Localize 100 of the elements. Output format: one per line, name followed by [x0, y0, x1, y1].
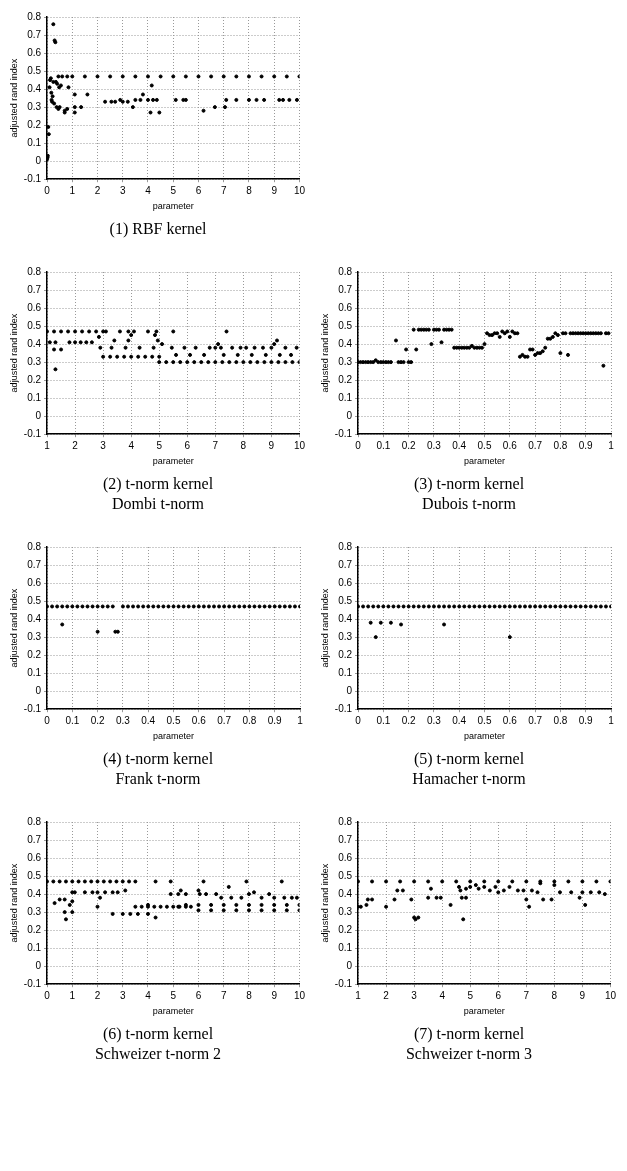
- y-tick-label: -0.1: [334, 427, 353, 439]
- y-tick-label: 0.8: [338, 540, 353, 552]
- x-tick-label: 10: [293, 184, 306, 196]
- y-tick-label: -0.1: [23, 427, 42, 439]
- x-tick-label: 0.4: [452, 714, 467, 726]
- x-tick-label: 0.5: [477, 439, 492, 451]
- x-tick-label: 0.5: [477, 714, 492, 726]
- y-tick-label: -0.1: [334, 702, 353, 714]
- y-tick-label: 0.3: [27, 905, 42, 917]
- y-tick-label: 0.7: [338, 558, 353, 570]
- y-tick-label: 0.7: [338, 833, 353, 845]
- x-tick-label: 0: [44, 184, 51, 196]
- y-tick-label: 0: [35, 154, 42, 166]
- y-tick-label: 0.7: [338, 283, 353, 295]
- y-tick-label: 0.1: [27, 391, 42, 403]
- y-tick-label: 0.6: [338, 576, 353, 588]
- y-tick-label: 0.1: [338, 391, 353, 403]
- x-tick-label: 0.9: [267, 714, 283, 726]
- y-tick-label: 0.1: [27, 666, 42, 678]
- x-tick-label: 6: [195, 184, 202, 196]
- x-tick-label: 10: [604, 989, 617, 1001]
- text: (7) t-norm kernel Schweizer t-norm 3: [404, 1024, 534, 1064]
- x-tick-label: 8: [246, 184, 253, 196]
- y-tick-label: -0.1: [23, 172, 42, 184]
- y-tick-label: 0.2: [27, 923, 42, 935]
- y-tick-label: 0.3: [27, 355, 42, 367]
- y-tick-label: 0.4: [27, 887, 42, 899]
- x-tick-label: 3: [119, 989, 126, 1001]
- y-tick-label: 0.7: [27, 28, 42, 40]
- x-tick-label: 9: [268, 439, 275, 451]
- y-tick-label: -0.1: [23, 977, 42, 989]
- x-tick-label: 7: [212, 439, 219, 451]
- x-tick-label: 4: [439, 989, 446, 1001]
- x-tick-label: 2: [383, 989, 390, 1001]
- x-tick-label: 8: [246, 989, 253, 1001]
- x-tick-label: 9: [271, 184, 278, 196]
- y-tick-label: 0: [35, 684, 42, 696]
- y-axis-title: adjusted rand index: [319, 313, 330, 393]
- x-axis-title: parameter: [152, 201, 194, 212]
- y-tick-label: 0.8: [27, 540, 42, 552]
- x-tick-label: 0: [44, 989, 51, 1001]
- y-tick-label: 0.8: [27, 815, 42, 827]
- x-tick-label: 2: [72, 439, 79, 451]
- y-tick-label: 0.2: [338, 923, 353, 935]
- x-axis-title: parameter: [152, 456, 194, 467]
- x-tick-label: 3: [100, 439, 107, 451]
- x-axis-title: parameter: [152, 1006, 194, 1017]
- y-tick-label: -0.1: [334, 977, 353, 989]
- y-tick-label: 0.5: [27, 319, 42, 331]
- y-tick-label: 0.4: [27, 82, 42, 94]
- y-axis-title: adjusted rand index: [8, 58, 19, 138]
- y-tick-label: 0.1: [27, 941, 42, 953]
- y-tick-label: -0.1: [23, 702, 42, 714]
- y-tick-label: 0: [346, 959, 353, 971]
- x-tick-label: 0.7: [217, 714, 232, 726]
- x-tick-label: 6: [495, 989, 502, 1001]
- x-tick-label: 10: [293, 989, 306, 1001]
- x-tick-label: 0.1: [376, 714, 391, 726]
- y-axis-title: adjusted rand index: [319, 588, 330, 668]
- y-tick-label: 0.1: [27, 136, 42, 148]
- x-tick-label: 4: [145, 989, 152, 1001]
- y-tick-label: 0: [346, 684, 353, 696]
- x-tick-label: 1: [69, 989, 76, 1001]
- x-tick-label: 1: [355, 989, 362, 1001]
- text: (5) t-norm kernel Hamacher t-norm: [411, 749, 527, 789]
- x-tick-label: 2: [94, 989, 101, 1001]
- y-tick-label: 0.2: [27, 648, 42, 660]
- y-tick-label: 0.7: [27, 833, 42, 845]
- y-axis-title: adjusted rand index: [8, 588, 19, 668]
- x-tick-label: 0: [355, 439, 362, 451]
- x-tick-label: 4: [145, 184, 152, 196]
- x-tick-label: 1: [297, 714, 304, 726]
- x-tick-label: 0.1: [65, 714, 80, 726]
- y-tick-label: 0.3: [27, 630, 42, 642]
- y-tick-label: 0: [346, 409, 353, 421]
- y-tick-label: 0.3: [338, 355, 353, 367]
- x-tick-label: 0.6: [502, 714, 518, 726]
- y-tick-label: 0.4: [338, 887, 353, 899]
- x-tick-label: 5: [170, 184, 177, 196]
- x-tick-label: 0.7: [528, 714, 543, 726]
- x-tick-label: 5: [156, 439, 163, 451]
- x-tick-label: 0.4: [141, 714, 156, 726]
- y-tick-label: 0: [35, 409, 42, 421]
- y-tick-label: 0.3: [27, 100, 42, 112]
- y-tick-label: 0.2: [338, 373, 353, 385]
- x-tick-label: 1: [44, 439, 51, 451]
- x-axis-title: parameter: [153, 731, 195, 742]
- x-tick-label: 0.3: [426, 714, 442, 726]
- y-tick-label: 0: [35, 959, 42, 971]
- text: (1) RBF kernel: [108, 219, 208, 239]
- x-tick-label: 0: [355, 714, 362, 726]
- x-tick-label: 5: [170, 989, 177, 1001]
- y-tick-label: 0.4: [27, 337, 42, 349]
- y-tick-label: 0.4: [27, 612, 42, 624]
- x-tick-label: 0.4: [452, 439, 467, 451]
- y-tick-label: 0.2: [338, 648, 353, 660]
- y-tick-label: 0.3: [338, 905, 353, 917]
- y-tick-label: 0.1: [338, 666, 353, 678]
- y-tick-label: 0.6: [338, 851, 353, 863]
- x-tick-label: 0.6: [502, 439, 518, 451]
